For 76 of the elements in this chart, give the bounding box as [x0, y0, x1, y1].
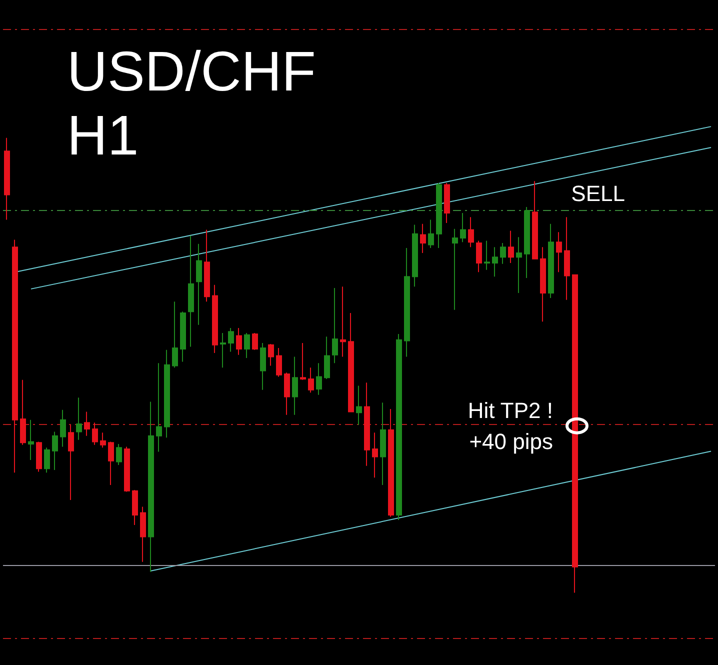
candlestick	[60, 409, 66, 448]
candlestick	[468, 216, 474, 248]
candlestick	[540, 246, 546, 322]
candlestick	[340, 286, 346, 358]
candlestick	[148, 401, 154, 572]
candlestick	[548, 223, 554, 299]
candlestick	[140, 506, 146, 562]
candlestick	[364, 382, 370, 466]
chart-title: USD/CHF	[67, 40, 316, 102]
candlestick	[492, 246, 498, 278]
candlestick	[76, 397, 82, 440]
candlestick	[20, 379, 26, 446]
candlestick	[316, 362, 322, 396]
candlestick	[84, 411, 90, 436]
candlestick	[172, 301, 178, 368]
candlestick	[156, 362, 162, 452]
candlestick	[476, 240, 482, 273]
candlestick	[36, 441, 42, 472]
candlestick	[68, 424, 74, 500]
candlestick	[500, 242, 506, 264]
candlestick	[428, 219, 434, 248]
candlestick	[188, 235, 194, 348]
candlestick	[564, 216, 570, 300]
candlestick	[300, 342, 306, 380]
candlestick	[404, 247, 410, 358]
candlestick	[524, 206, 530, 279]
candlestick	[324, 336, 330, 380]
candlestick	[308, 367, 314, 394]
candlestick	[132, 489, 138, 526]
chart-subtitle: H1	[67, 104, 139, 166]
candlestick	[572, 274, 578, 594]
candlestick	[412, 224, 418, 288]
candlestick	[244, 332, 250, 359]
candlestick	[356, 385, 362, 426]
candlestick	[420, 223, 426, 254]
candlestick	[12, 239, 18, 474]
candlestick	[260, 342, 266, 390]
candlestick	[516, 236, 522, 294]
candlestick	[220, 332, 226, 368]
candlestick	[444, 182, 450, 224]
candlestick	[116, 444, 122, 466]
candlestick	[372, 432, 378, 478]
candlestick	[4, 137, 10, 220]
candlestick	[228, 328, 234, 352]
annotation: Hit TP2 ! +40 pips	[468, 398, 553, 454]
candlestick	[108, 441, 114, 486]
candlestick	[380, 402, 386, 486]
candlestick	[236, 328, 242, 356]
candlestick	[532, 180, 538, 260]
candlestick	[100, 432, 106, 448]
candlestick	[388, 408, 394, 518]
candlestick	[212, 284, 218, 354]
candlestick	[180, 311, 186, 362]
candlestick	[452, 228, 458, 310]
candlestick	[436, 182, 442, 248]
candlestick	[204, 229, 210, 302]
candlestick	[196, 243, 202, 326]
candlestick	[124, 446, 130, 492]
candlestick	[44, 447, 50, 474]
candlestick	[460, 212, 466, 243]
candlestick	[348, 312, 354, 412]
candlestick	[284, 372, 290, 416]
candlestick	[164, 349, 170, 438]
ref-line-label: SELL	[571, 181, 625, 206]
candlestick	[268, 343, 274, 366]
candlestick	[396, 333, 402, 520]
candlestick	[484, 240, 490, 270]
candlestick	[52, 431, 58, 470]
candlestick	[508, 230, 514, 264]
candlestick	[92, 422, 98, 446]
candlestick	[28, 419, 34, 460]
candlestick	[556, 232, 562, 273]
candlestick	[276, 348, 282, 378]
candlestick	[252, 332, 258, 350]
candlestick	[292, 356, 298, 416]
candlestick	[332, 288, 338, 364]
